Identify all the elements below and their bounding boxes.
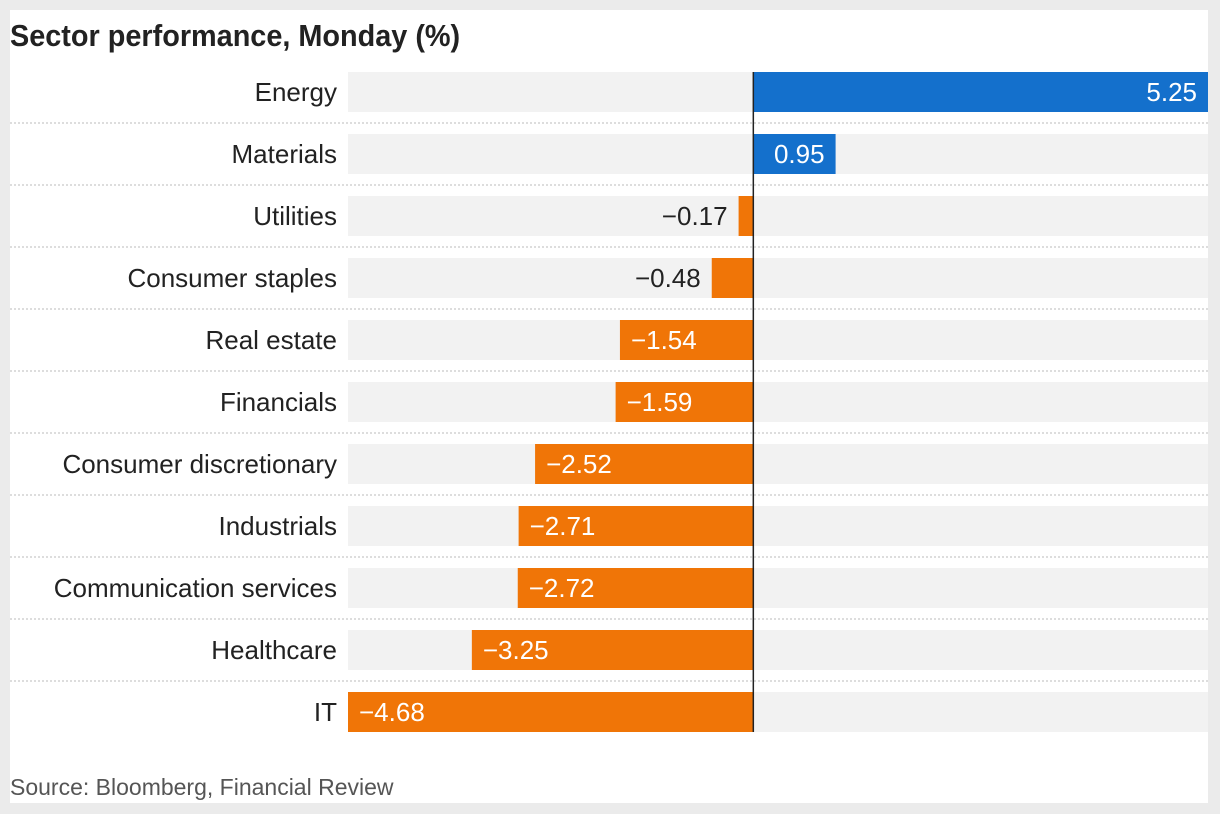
bar bbox=[518, 506, 754, 546]
bar bbox=[738, 196, 754, 236]
category-label: Financials bbox=[220, 387, 337, 417]
bar bbox=[471, 630, 754, 670]
bar-track bbox=[348, 320, 1208, 360]
bar bbox=[753, 134, 836, 174]
bar bbox=[348, 692, 754, 732]
bar-track bbox=[348, 258, 1208, 298]
value-label: −0.48 bbox=[635, 263, 701, 293]
category-label: Communication services bbox=[54, 573, 337, 603]
category-label: Materials bbox=[232, 139, 337, 169]
category-label: Utilities bbox=[253, 201, 337, 231]
category-label: Energy bbox=[255, 77, 337, 107]
bar bbox=[753, 72, 1208, 112]
chart-title: Sector performance, Monday (%) bbox=[10, 18, 461, 53]
bar-chart: Energy 5.25 Materials 0.95 Utilities −0.17 Con… bbox=[10, 72, 1208, 732]
bar bbox=[711, 258, 754, 298]
bar-track bbox=[348, 444, 1208, 484]
value-label: −2.52 bbox=[546, 449, 612, 479]
bar-track bbox=[348, 382, 1208, 422]
source-note: Source: Bloomberg, Financial Review bbox=[10, 774, 394, 800]
value-label: −2.72 bbox=[529, 573, 595, 603]
value-label: 0.95 bbox=[774, 139, 825, 169]
bar bbox=[615, 382, 754, 422]
value-label: −1.59 bbox=[627, 387, 693, 417]
value-label: −0.17 bbox=[662, 201, 728, 231]
value-label: 5.25 bbox=[1146, 77, 1197, 107]
chart-card: Sector performance, Monday (%) Energy 5.2… bbox=[10, 10, 1208, 803]
value-label: −2.71 bbox=[530, 511, 596, 541]
category-label: Healthcare bbox=[211, 635, 337, 665]
value-label: −3.25 bbox=[483, 635, 549, 665]
category-label: Consumer discretionary bbox=[62, 449, 337, 479]
category-label: Consumer staples bbox=[127, 263, 337, 293]
bar-track bbox=[348, 568, 1208, 608]
category-label: IT bbox=[314, 697, 337, 727]
value-label: −1.54 bbox=[631, 325, 697, 355]
category-label: Industrials bbox=[219, 511, 338, 541]
value-label: −4.68 bbox=[359, 697, 425, 727]
bar-track bbox=[348, 506, 1208, 546]
category-label: Real estate bbox=[205, 325, 337, 355]
bar bbox=[619, 320, 754, 360]
bar bbox=[535, 444, 754, 484]
bar bbox=[517, 568, 754, 608]
bar-track bbox=[348, 196, 1208, 236]
